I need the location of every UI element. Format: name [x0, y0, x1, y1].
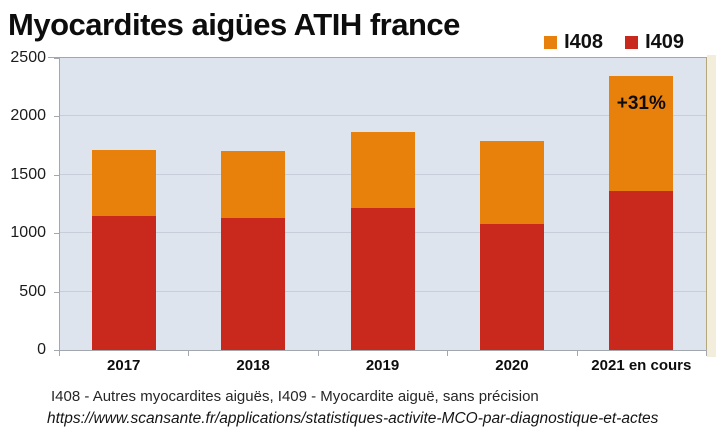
bar-2018-i409-segment	[221, 218, 286, 350]
source-url: https://www.scansante.fr/applications/st…	[47, 410, 659, 427]
x-axis-tick-mark	[447, 350, 449, 356]
bar-slot-2020	[447, 58, 576, 350]
bar-2018	[221, 151, 286, 350]
bar-2020	[479, 140, 544, 350]
y-axis-tick-label-1500: 1500	[10, 165, 46, 183]
y-axis-tick-mark	[54, 174, 59, 176]
legend-swatch-icon-i409	[625, 36, 639, 49]
x-axis-tick-mark	[317, 350, 319, 356]
footnote-codes: I408 - Autres myocardites aiguës, I409 -…	[51, 388, 539, 405]
legend-item-i409: I409	[625, 31, 684, 54]
bar-slot-2019	[318, 58, 447, 350]
plot-area: +31%	[59, 58, 706, 350]
legend-label: I408	[564, 31, 604, 53]
x-axis-tick-mark	[576, 350, 578, 356]
bar-2019	[350, 131, 415, 350]
x-axis-label-2019: 2019	[365, 357, 400, 374]
legend-item-i408: I408	[544, 31, 603, 54]
bar-2020-i409-segment	[479, 224, 544, 350]
y-axis-line	[59, 58, 60, 350]
plot-frame-top	[48, 57, 706, 58]
legend-swatch-icon-i408	[544, 36, 558, 49]
bar-2020-i408-segment	[479, 140, 544, 225]
x-axis-line	[59, 350, 707, 351]
bar-slot-2017	[59, 58, 188, 350]
y-axis-tick-mark	[54, 116, 59, 118]
x-axis-label-2021-en-cours: 2021 en cours	[591, 357, 692, 374]
bar-2019-i409-segment	[350, 208, 415, 350]
y-axis-tick-mark	[54, 291, 59, 293]
y-axis-tick-label-1000: 1000	[10, 224, 46, 242]
bar-2019-i408-segment	[350, 131, 415, 209]
y-axis-tick-label-0: 0	[37, 341, 46, 358]
x-axis-tick-mark	[59, 350, 60, 356]
y-axis-tick-mark	[54, 233, 59, 235]
y-axis-tick-mark	[54, 350, 59, 351]
bar-slot-2018	[188, 58, 317, 350]
x-axis-label-2020: 2020	[495, 357, 529, 374]
x-axis-labels: 2017 2018 2019 2020 2021 en cours	[59, 357, 706, 374]
x-axis-label-2018: 2018	[236, 357, 270, 374]
chart-title: Myocardites aigües ATIH france	[8, 7, 460, 42]
gridline-2000	[59, 115, 706, 117]
bar-2021-en-cours-i408-segment: +31%	[609, 76, 674, 191]
bars-container: +31%	[59, 58, 706, 350]
bar-2018-i408-segment	[221, 151, 286, 218]
bar-2017-i408-segment	[91, 149, 156, 217]
x-axis-label-2017: 2017	[107, 357, 141, 374]
chart-right-margin	[707, 55, 716, 357]
growth-annotation: +31%	[616, 93, 666, 115]
bar-2017	[91, 149, 156, 350]
x-axis-tick-mark	[706, 350, 707, 356]
y-axis-tick-mark	[54, 58, 59, 59]
bar-slot-2021-en-cours: +31%	[577, 58, 706, 350]
bar-2021-en-cours-i409-segment	[609, 190, 674, 350]
y-axis-tick-label-2000: 2000	[10, 107, 46, 125]
legend-label: I409	[645, 31, 684, 53]
plot-frame-right	[706, 57, 707, 351]
bar-2017-i409-segment	[91, 216, 156, 350]
legend: I408 I409	[544, 31, 684, 54]
y-axis-tick-label-2500: 2500	[10, 49, 46, 66]
y-axis: 0 500 1000 1500 2000 2500	[0, 49, 48, 358]
x-axis-tick-mark	[188, 350, 190, 356]
bar-2021-en-cours: +31%	[609, 76, 674, 350]
y-axis-tick-label-500: 500	[19, 282, 46, 300]
